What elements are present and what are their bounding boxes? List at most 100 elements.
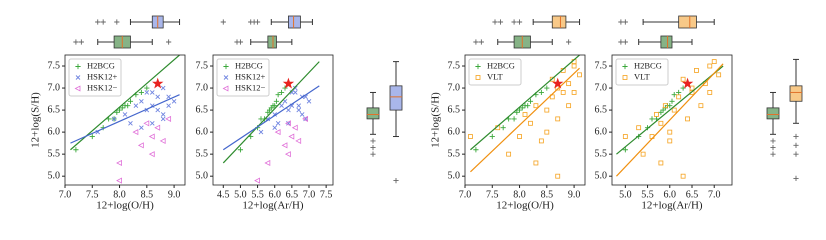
- y-tick-label: 5.0: [595, 170, 608, 181]
- point: [303, 116, 308, 122]
- point: [148, 151, 155, 158]
- y-tick-label: 6.5: [448, 104, 461, 115]
- box: [267, 35, 277, 49]
- flier: [78, 39, 84, 45]
- fit-line: [222, 85, 320, 151]
- legend-frame: [68, 58, 122, 97]
- point: [680, 76, 686, 82]
- point: [286, 120, 291, 126]
- flier: [220, 19, 226, 25]
- point: [716, 72, 722, 78]
- box: [288, 15, 301, 29]
- point: [676, 94, 682, 100]
- point: [154, 124, 161, 131]
- box: [366, 107, 380, 120]
- point: [468, 134, 473, 139]
- y-tick-label: 7.5: [48, 60, 61, 71]
- flier: [622, 19, 628, 25]
- flier: [473, 39, 479, 45]
- point: [680, 85, 686, 91]
- point: [506, 151, 512, 157]
- point: [273, 98, 280, 104]
- point: [125, 103, 131, 109]
- point: [139, 125, 144, 131]
- point: [281, 142, 288, 149]
- x-tick-label: 5.5: [251, 189, 264, 200]
- axes-frame: [611, 54, 733, 186]
- legend-label: HSK12+: [235, 71, 266, 81]
- point: [139, 98, 144, 104]
- flier: [511, 19, 517, 25]
- point: [132, 129, 139, 136]
- y-tick-label: 6.0: [196, 126, 209, 137]
- point: [299, 112, 305, 117]
- x-tick-label: 4.5: [217, 189, 230, 200]
- box: [660, 35, 673, 49]
- point: [566, 103, 572, 109]
- legend-label: VLT: [634, 71, 651, 81]
- point: [275, 120, 281, 126]
- flier: [793, 175, 799, 181]
- figure: 7.0 7.5 8.0 8.5 9.05.05.56.06.57.07.512+log(…: [30, 15, 803, 212]
- flier: [770, 151, 776, 157]
- flier: [478, 39, 484, 45]
- x-tick-label: 7.0: [459, 189, 472, 200]
- point: [237, 147, 244, 153]
- point: [577, 72, 582, 78]
- point: [544, 85, 550, 91]
- fit-line: [470, 67, 580, 173]
- y-tick-label: 5.5: [448, 148, 461, 159]
- point: [689, 90, 695, 95]
- x-axis-label: 12+log(O/H): [96, 200, 154, 212]
- y-tick-label: 6.5: [595, 104, 608, 115]
- x-axis-label: 12+log(Ar/H): [242, 200, 304, 212]
- point: [160, 116, 166, 122]
- x-tick-label: 7.5: [486, 189, 499, 200]
- legend-frame: [468, 58, 522, 86]
- legend-marker: [223, 75, 229, 80]
- point: [671, 107, 677, 113]
- point: [165, 115, 172, 122]
- flier: [492, 19, 498, 25]
- point: [671, 92, 677, 98]
- fit-line: [222, 61, 320, 164]
- point: [149, 90, 155, 95]
- flier: [393, 177, 399, 184]
- y-tick-label: 6.5: [48, 104, 61, 115]
- point: [254, 177, 260, 184]
- flier: [793, 142, 799, 148]
- fit-line: [70, 55, 180, 151]
- legend-label: HSK12−: [87, 82, 118, 92]
- point: [571, 63, 577, 69]
- point: [258, 129, 264, 135]
- legend-marker: [622, 75, 628, 80]
- y-tick-label: 5.0: [196, 170, 209, 181]
- x-axis-label: 12+log(O/H): [496, 200, 554, 212]
- point: [306, 98, 312, 104]
- box: [766, 107, 780, 120]
- y-tick-label: 5.5: [196, 148, 209, 159]
- flier: [618, 19, 624, 25]
- point: [527, 98, 534, 104]
- flier: [370, 151, 376, 157]
- point: [114, 109, 120, 115]
- point: [171, 98, 177, 104]
- point: [622, 147, 628, 153]
- box: [678, 15, 697, 29]
- point: [138, 89, 144, 96]
- legend-label: HSK12−: [235, 82, 266, 92]
- point: [538, 89, 544, 96]
- point: [302, 115, 308, 122]
- x-tick-label: 8.5: [541, 189, 554, 200]
- page: 7.0 7.5 8.0 8.5 9.0 5.0 5.5 6.0 6.5 7.0 7.5 12+log(…: [29, 15, 803, 212]
- point: [128, 120, 133, 126]
- point: [155, 94, 161, 100]
- flier: [254, 19, 261, 25]
- highlight-star: [552, 77, 564, 89]
- point: [166, 103, 171, 108]
- point: [116, 107, 123, 113]
- point: [517, 134, 522, 139]
- point: [288, 133, 295, 140]
- point: [127, 98, 134, 104]
- point: [264, 159, 271, 167]
